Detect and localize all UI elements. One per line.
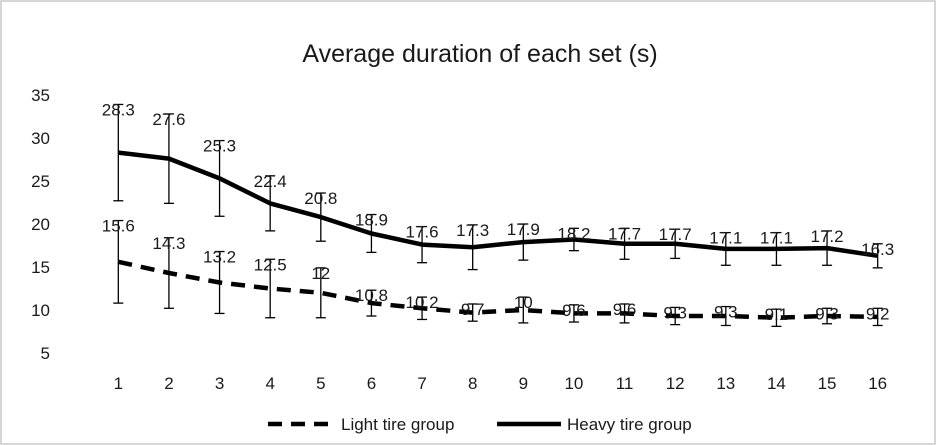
- data-label: 9.3: [815, 304, 839, 323]
- x-tick-label: 10: [564, 374, 583, 393]
- x-tick-label: 1: [114, 374, 123, 393]
- data-label: 9.6: [613, 300, 637, 319]
- legend-label: Light tire group: [341, 415, 454, 434]
- data-label: 12: [311, 264, 330, 283]
- data-label: 10.8: [355, 286, 388, 305]
- x-tick-label: 3: [215, 374, 224, 393]
- data-label: 17.2: [811, 227, 844, 246]
- legend-label: Heavy tire group: [567, 415, 692, 434]
- data-label: 9.2: [866, 304, 890, 323]
- data-label: 17.6: [406, 223, 439, 242]
- y-tick-label: 20: [31, 215, 50, 234]
- y-tick-label: 35: [31, 86, 50, 105]
- x-tick-label: 14: [767, 374, 786, 393]
- data-label: 14.3: [152, 234, 185, 253]
- data-label: 17.1: [709, 229, 742, 248]
- data-label: 18.9: [355, 211, 388, 230]
- data-label: 10.2: [406, 293, 439, 312]
- data-label: 17.3: [456, 221, 489, 240]
- data-label: 16.3: [861, 240, 894, 259]
- data-label: 13.2: [203, 248, 236, 267]
- data-label: 15.6: [102, 217, 135, 236]
- data-label: 28.3: [102, 100, 135, 119]
- y-tick-label: 15: [31, 258, 50, 277]
- x-tick-label: 13: [716, 374, 735, 393]
- x-tick-label: 11: [616, 374, 634, 393]
- chart-title: Average duration of each set (s): [302, 40, 657, 68]
- data-label: 10: [514, 293, 533, 312]
- y-tick-label: 10: [31, 301, 50, 320]
- data-label: 17.7: [608, 224, 641, 243]
- x-tick-label: 2: [164, 374, 173, 393]
- x-tick-label: 12: [666, 374, 685, 393]
- data-label: 9.7: [461, 300, 485, 319]
- data-label: 20.8: [304, 189, 337, 208]
- data-label: 9.3: [663, 303, 687, 322]
- data-label: 12.5: [254, 255, 287, 274]
- x-tick-label: 8: [468, 374, 477, 393]
- y-tick-label: 25: [31, 172, 50, 191]
- data-label: 25.3: [203, 137, 236, 156]
- x-tick-label: 15: [818, 374, 837, 393]
- y-tick-label: 30: [31, 129, 50, 148]
- data-label: 18.2: [557, 224, 590, 243]
- data-label: 17.9: [507, 220, 540, 239]
- data-label: 9.3: [714, 303, 738, 322]
- x-tick-label: 4: [265, 374, 274, 393]
- data-label: 9.1: [765, 305, 789, 324]
- data-label: 17.7: [659, 225, 692, 244]
- data-label: 27.6: [152, 110, 185, 129]
- data-label: 17.1: [760, 229, 793, 248]
- data-label: 9.6: [562, 301, 586, 320]
- x-tick-label: 9: [519, 374, 528, 393]
- x-tick-label: 5: [316, 374, 325, 393]
- y-tick-label: 5: [41, 344, 50, 363]
- x-tick-label: 7: [417, 374, 426, 393]
- data-label: 22.4: [254, 172, 287, 191]
- x-tick-label: 6: [367, 374, 376, 393]
- x-tick-label: 16: [868, 374, 887, 393]
